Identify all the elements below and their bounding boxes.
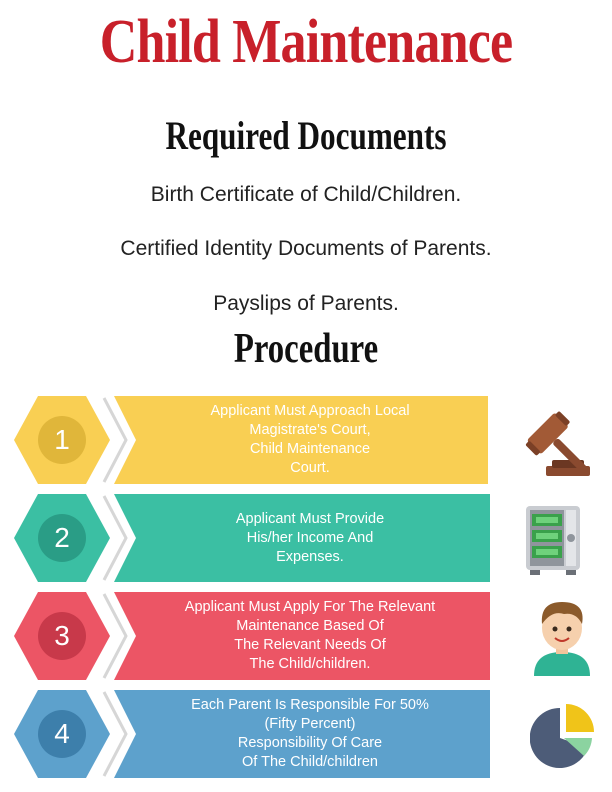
step-2-text: Applicant Must Provide His/her Income An… bbox=[235, 510, 385, 565]
safe-money-icon bbox=[526, 506, 580, 575]
document-item-identity-documents: Certified Identity Documents of Parents. bbox=[120, 237, 492, 260]
step-4-text: Each Parent Is Responsible For 50% (Fift… bbox=[191, 697, 429, 770]
step-3-shape bbox=[14, 592, 490, 680]
step-1-text: Applicant Must Approach Local Magistrate… bbox=[210, 403, 410, 476]
pie-chart-icon bbox=[530, 704, 594, 768]
procedure-step-3: 3 Applicant Must Apply For The Relevant … bbox=[14, 590, 494, 682]
procedure-step-1: 1 Applicant Must Approach Local Magistra… bbox=[14, 394, 494, 486]
step-1-shape bbox=[14, 396, 488, 484]
document-item-birth-certificate: Birth Certificate of Child/Children. bbox=[150, 183, 462, 206]
document-item-payslips: Payslips of Parents. bbox=[213, 292, 399, 315]
step-3-text: Applicant Must Apply For The Relevant Ma… bbox=[184, 599, 436, 672]
step-4-number: 4 bbox=[54, 718, 70, 749]
step-4-shape bbox=[14, 690, 490, 778]
procedure-step-4: 4 Each Parent Is Responsible For 50% (Fi… bbox=[14, 688, 494, 780]
step-3-number: 3 bbox=[54, 620, 70, 651]
procedure-heading: Procedure bbox=[233, 326, 379, 372]
step-2-shape bbox=[14, 494, 490, 582]
procedure-step-2: 2 Applicant Must Provide His/her Income … bbox=[14, 492, 494, 584]
child-avatar-icon bbox=[534, 602, 590, 676]
step-1-number: 1 bbox=[54, 424, 70, 455]
required-documents-heading: Required Documents bbox=[165, 113, 447, 158]
gavel-icon bbox=[525, 411, 590, 476]
step-2-number: 2 bbox=[54, 522, 70, 553]
page-title: Child Maintenance bbox=[99, 8, 513, 76]
